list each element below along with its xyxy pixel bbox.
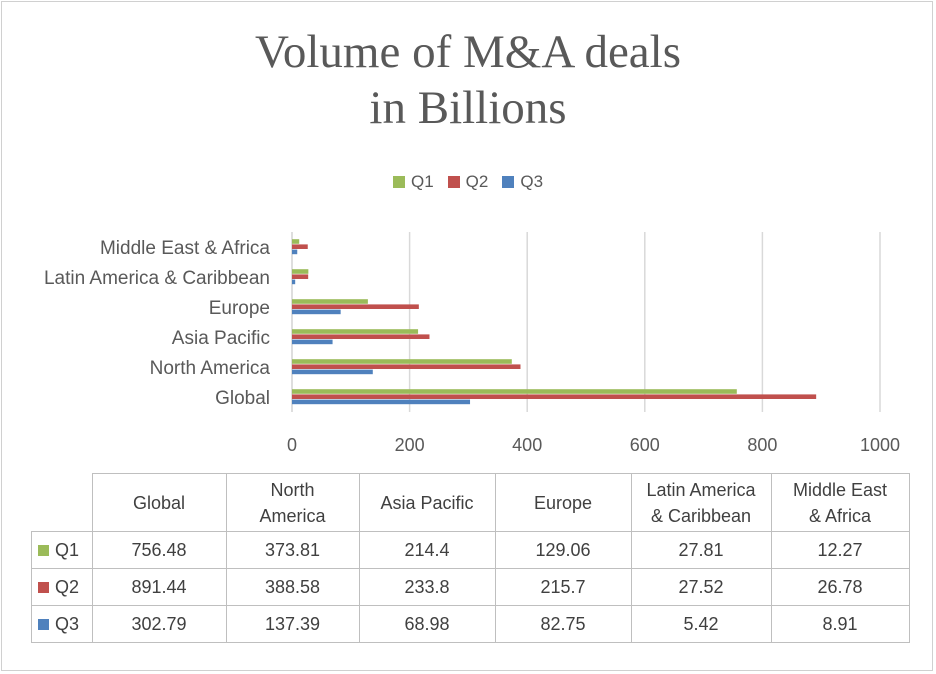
y-tick-label: Global bbox=[215, 388, 270, 409]
table-header-asia-pacific: Asia Pacific bbox=[358, 473, 496, 532]
chart-title-line2: in Billions bbox=[369, 82, 567, 134]
table-row-header-q2: Q2 bbox=[31, 568, 93, 606]
table-cell: 137.39 bbox=[225, 605, 360, 643]
bar-q2 bbox=[292, 274, 309, 279]
legend-swatch-q1 bbox=[392, 176, 405, 188]
bar-q1 bbox=[292, 299, 368, 304]
x-tick-label: 800 bbox=[747, 435, 777, 455]
table-cell: 5.42 bbox=[630, 605, 772, 643]
bar-q3 bbox=[292, 369, 373, 375]
table-cell: 27.81 bbox=[630, 531, 772, 569]
table-header-latin-america: Latin America & Caribbean bbox=[630, 473, 772, 532]
x-tick-label: 1000 bbox=[860, 435, 900, 455]
y-tick-label: Latin America & Caribbean bbox=[44, 268, 270, 289]
table-cell: 129.06 bbox=[494, 531, 632, 569]
table-cell: 82.75 bbox=[494, 605, 632, 643]
table-header-global: Global bbox=[91, 473, 227, 532]
legend-item-q3: Q3 bbox=[502, 172, 543, 192]
bar-q2 bbox=[292, 394, 817, 399]
bar-q1 bbox=[292, 239, 300, 244]
x-tick-label: 400 bbox=[512, 435, 542, 455]
legend-label-q3: Q3 bbox=[520, 172, 544, 191]
table-cell: 215.7 bbox=[494, 568, 632, 606]
table-cell: 756.48 bbox=[91, 531, 227, 569]
x-tick-label: 200 bbox=[395, 435, 425, 455]
table-row: Q2 891.44 388.58 233.8 215.7 27.52 26.78 bbox=[31, 568, 910, 606]
bar-q1 bbox=[292, 359, 512, 364]
table-header-europe: Europe bbox=[494, 473, 632, 532]
table-cell: 373.81 bbox=[225, 531, 360, 569]
table-corner bbox=[31, 473, 93, 532]
table-cell: 8.91 bbox=[770, 605, 910, 643]
table-cell: 68.98 bbox=[358, 605, 496, 643]
bar-q1 bbox=[292, 389, 737, 394]
chart-title-line1: Volume of M&A deals bbox=[254, 26, 682, 78]
y-tick-label: Europe bbox=[209, 298, 270, 319]
bar-q1 bbox=[292, 269, 309, 274]
bar-q2 bbox=[292, 244, 308, 249]
table-cell: 388.58 bbox=[225, 568, 360, 606]
bar-q2 bbox=[292, 364, 521, 369]
table-cell: 12.27 bbox=[770, 531, 910, 569]
x-tick-label: 0 bbox=[287, 435, 297, 455]
table-header-row: Global North America Asia Pacific Europe … bbox=[31, 473, 910, 532]
chart-title: Volume of M&A deals in Billions bbox=[0, 24, 936, 136]
table-cell: 26.78 bbox=[770, 568, 910, 606]
bar-q3 bbox=[292, 339, 333, 345]
bar-q1 bbox=[292, 329, 419, 334]
y-tick-label: Asia Pacific bbox=[172, 328, 270, 349]
legend-label-q1: Q1 bbox=[410, 172, 434, 191]
bar-q2 bbox=[292, 334, 430, 339]
table-row-header-q1: Q1 bbox=[31, 531, 93, 569]
table-header-middle-east: Middle East & Africa bbox=[770, 473, 910, 532]
x-tick-label: 600 bbox=[630, 435, 660, 455]
table-cell: 302.79 bbox=[91, 605, 227, 643]
legend-swatch-q2 bbox=[447, 176, 460, 188]
table-cell: 214.4 bbox=[358, 531, 496, 569]
data-table: Global North America Asia Pacific Europe … bbox=[31, 473, 910, 643]
table-row: Q3 302.79 137.39 68.98 82.75 5.42 8.91 bbox=[31, 605, 910, 643]
bar-q3 bbox=[292, 279, 296, 285]
table-row: Q1 756.48 373.81 214.4 129.06 27.81 12.2… bbox=[31, 531, 910, 569]
legend: Q1 Q2 Q3 bbox=[0, 172, 936, 192]
table-cell: 891.44 bbox=[91, 568, 227, 606]
legend-swatch-q3 bbox=[502, 176, 515, 188]
table-swatch-q1 bbox=[38, 545, 49, 557]
table-header-north-america: North America bbox=[225, 473, 360, 532]
legend-label-q2: Q2 bbox=[465, 172, 489, 191]
table-swatch-q3 bbox=[38, 619, 49, 631]
bar-q2 bbox=[292, 304, 419, 309]
bar-q3 bbox=[292, 249, 298, 255]
bar-q3 bbox=[292, 309, 341, 315]
table-cell: 27.52 bbox=[630, 568, 772, 606]
y-tick-label: Middle East & Africa bbox=[100, 238, 270, 259]
y-tick-label: North America bbox=[150, 358, 271, 379]
legend-item-q2: Q2 bbox=[447, 172, 489, 192]
table-row-header-q3: Q3 bbox=[31, 605, 93, 643]
legend-item-q1: Q1 bbox=[392, 172, 434, 192]
table-cell: 233.8 bbox=[358, 568, 496, 606]
table-swatch-q2 bbox=[38, 582, 49, 594]
bar-q3 bbox=[292, 399, 471, 405]
